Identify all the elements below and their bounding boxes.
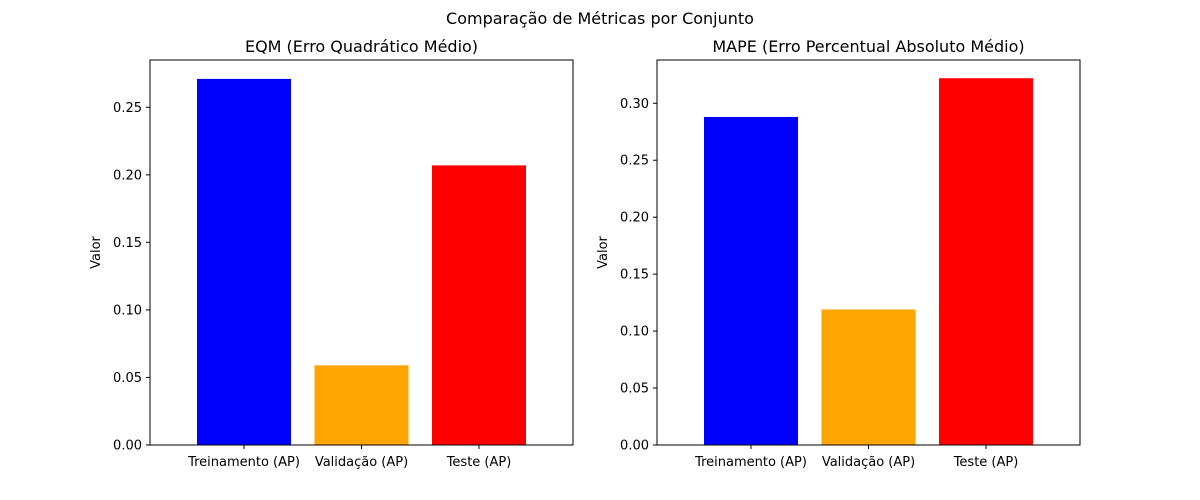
eqm-axes-frame <box>149 59 574 446</box>
figure-suptitle: Comparação de Métricas por Conjunto <box>446 9 754 28</box>
mape-y-tick-label-3: 0.10 <box>620 325 649 340</box>
mape-bar-2 <box>821 309 916 445</box>
mape-x-tick-label-3: Teste (AP) <box>953 455 1019 470</box>
mape-y-tick-label-7: 0.30 <box>620 97 649 112</box>
eqm-y-axis-title: Valor <box>89 235 104 268</box>
mape-axes-frame <box>656 59 1081 446</box>
mape-y-tick-label-4: 0.15 <box>620 268 649 283</box>
eqm-bar-2 <box>314 365 409 445</box>
panel-mape: MAPE (Erro Percentual Absoluto Médio) Tre… <box>596 37 1081 470</box>
eqm-y-tick-label-6: 0.25 <box>113 101 142 116</box>
mape-y-tick-label-2: 0.05 <box>620 382 649 397</box>
mape-bar-1 <box>704 116 798 445</box>
mape-y-tick-label-5: 0.20 <box>620 211 649 226</box>
eqm-y-tick-label-3: 0.10 <box>113 303 142 318</box>
mape-x-tick-label-1: Treinamento (AP) <box>694 455 807 470</box>
eqm-x-tick-label-2: Validação (AP) <box>315 455 408 470</box>
eqm-y-tick-label-5: 0.20 <box>113 168 142 183</box>
eqm-x-tick-label-3: Teste (AP) <box>446 455 512 470</box>
eqm-y-tick-label-2: 0.05 <box>113 371 142 386</box>
mape-y-axis-title: Valor <box>596 235 611 268</box>
panel-eqm: EQM (Erro Quadrático Médio) Treinamento (… <box>89 37 574 470</box>
mape-y-tick-label-1: 0.00 <box>620 439 649 454</box>
mape-y-tick-label-6: 0.25 <box>620 154 649 169</box>
mape-title: MAPE (Erro Percentual Absoluto Médio) <box>712 37 1024 56</box>
eqm-title: EQM (Erro Quadrático Médio) <box>245 37 478 56</box>
eqm-bar-1 <box>197 78 291 445</box>
eqm-y-tick-label-1: 0.00 <box>113 439 142 454</box>
eqm-bar-3 <box>432 165 526 445</box>
eqm-y-tick-label-4: 0.15 <box>113 236 142 251</box>
mape-bar-3 <box>939 78 1033 445</box>
eqm-x-tick-label-1: Treinamento (AP) <box>187 455 300 470</box>
mape-x-tick-label-2: Validação (AP) <box>822 455 915 470</box>
